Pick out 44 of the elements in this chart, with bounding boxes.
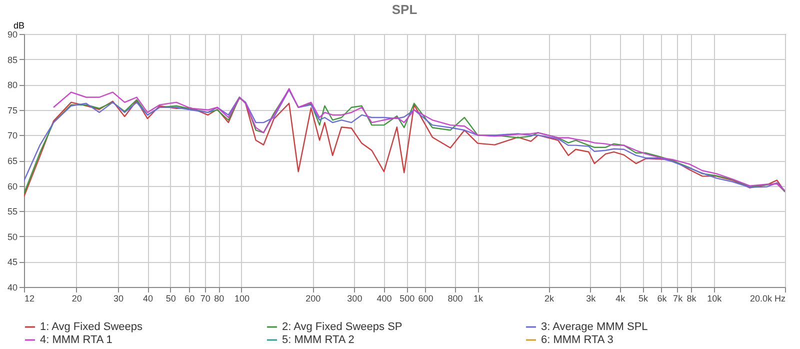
y-tick-label: 65 xyxy=(7,156,18,166)
x-tick-label: 5k xyxy=(638,294,649,304)
x-tick-label: 4k xyxy=(616,294,626,304)
x-tick-label: 20.0k Hz xyxy=(750,294,786,304)
x-tick-label: 300 xyxy=(347,294,362,304)
y-axis-title: dB xyxy=(13,20,24,30)
x-tick-label: 400 xyxy=(376,294,392,304)
x-tick-label: 30 xyxy=(113,294,124,304)
y-tick-label: 70 xyxy=(7,130,18,141)
x-tick-label: 200 xyxy=(306,294,321,304)
x-tick-label: 100 xyxy=(234,294,250,304)
y-tick-label: 55 xyxy=(7,206,18,217)
x-tick-label: 3k xyxy=(586,294,596,304)
y-tick-label: 50 xyxy=(7,232,18,242)
x-tick-label: 800 xyxy=(448,294,463,304)
y-tick-label: 75 xyxy=(7,105,18,116)
legend-label: 5: MMM RTA 2 xyxy=(282,334,354,346)
x-tick-label: 50 xyxy=(166,294,176,304)
x-tick-label: 12 xyxy=(24,294,35,304)
x-tick-label: 2k xyxy=(544,294,555,304)
x-tick-label: 8k xyxy=(686,294,697,304)
y-tick-label: 80 xyxy=(7,80,18,90)
y-tick-label: 90 xyxy=(7,30,18,40)
y-tick-label: 85 xyxy=(7,54,18,65)
x-tick-label: 20 xyxy=(72,294,82,304)
legend-label: 1: Avg Fixed Sweeps xyxy=(40,321,144,333)
legend-label: 4: MMM RTA 1 xyxy=(40,334,112,346)
x-tick-label: 1k xyxy=(473,294,484,304)
y-tick-label: 45 xyxy=(7,257,18,268)
chart-title: SPL xyxy=(392,2,418,17)
legend-label: 2: Avg Fixed Sweeps SP xyxy=(282,321,402,333)
x-tick-label: 6k xyxy=(657,294,668,304)
x-tick-label: 70 xyxy=(200,294,210,304)
x-tick-label: 7k xyxy=(673,294,684,304)
x-tick-label: 80 xyxy=(214,294,224,304)
x-tick-label: 60 xyxy=(184,294,195,304)
y-tick-label: 60 xyxy=(7,181,18,192)
legend-label: 6: MMM RTA 3 xyxy=(541,334,614,346)
x-tick-label: 40 xyxy=(142,294,154,304)
y-tick-label: 40 xyxy=(7,282,18,292)
x-tick-label: 10k xyxy=(707,294,722,304)
x-tick-label: 500 xyxy=(400,294,415,304)
x-tick-label: 600 xyxy=(418,294,434,304)
legend-label: 3: Average MMM SPL xyxy=(541,321,648,333)
